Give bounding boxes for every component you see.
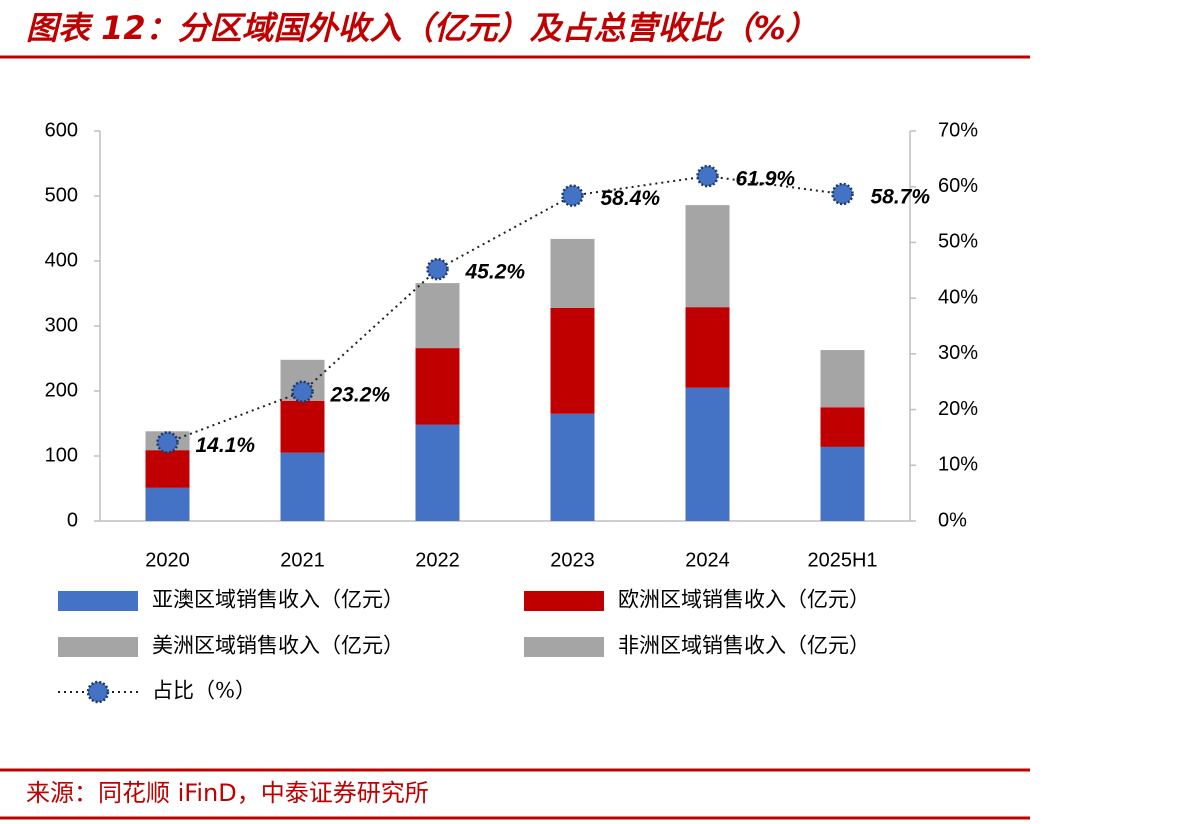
- legend-marker: [86, 680, 110, 704]
- legend-label: 欧洲区域销售收入（亿元）: [618, 588, 870, 612]
- y-tick-label: 200: [45, 379, 78, 401]
- bar: [685, 307, 730, 388]
- bar: [415, 424, 460, 521]
- legend-swatch: [58, 591, 138, 611]
- x-tick-label: 2022: [415, 549, 460, 571]
- legend-label: 美洲区域销售收入（亿元）: [152, 634, 404, 658]
- data-label: 58.7%: [871, 186, 931, 209]
- line-marker: [426, 257, 449, 281]
- bar: [820, 350, 865, 408]
- legend-label: 亚澳区域销售收入（亿元）: [152, 588, 404, 612]
- x-tick-label: 2025H1: [807, 549, 877, 571]
- bar: [550, 238, 595, 308]
- y-tick-label: 300: [45, 314, 78, 336]
- bar: [415, 348, 460, 425]
- y2-tick-label: 40%: [938, 286, 978, 308]
- bar: [820, 446, 865, 521]
- y-tick-label: 100: [45, 444, 78, 466]
- line-marker: [291, 380, 314, 403]
- chart-title: 图表 12：分区域国外收入（亿元）及占总营收比（%）: [26, 9, 818, 47]
- line-marker: [561, 184, 584, 207]
- x-tick-label: 2020: [145, 549, 190, 571]
- x-tick-label: 2024: [685, 549, 730, 571]
- y2-tick-label: 50%: [938, 231, 978, 253]
- y-tick-label: 500: [45, 184, 78, 206]
- y2-tick-label: 70%: [938, 119, 978, 141]
- bar: [280, 452, 325, 521]
- x-tick-label: 2023: [550, 549, 595, 571]
- legend-swatch: [58, 637, 138, 657]
- y-tick-label: 0: [67, 509, 78, 531]
- y-tick-label: 600: [45, 119, 78, 141]
- source: 来源：同花顺 iFinD，中泰证券研究所: [26, 779, 429, 807]
- y2-tick-label: 30%: [938, 342, 978, 364]
- bar: [685, 387, 730, 521]
- y-tick-label: 400: [45, 249, 78, 271]
- x-tick-label: 2021: [280, 549, 325, 571]
- legend-label: 非洲区域销售收入（亿元）: [618, 634, 870, 658]
- line: [167, 175, 843, 444]
- line-marker: [831, 182, 854, 206]
- bar: [145, 450, 190, 488]
- y2-tick-label: 20%: [938, 398, 978, 420]
- line-marker: [696, 164, 719, 188]
- data-label: 14.1%: [196, 434, 256, 457]
- data-label: 61.9%: [736, 168, 796, 191]
- y2-tick-label: 60%: [938, 175, 978, 197]
- data-label: 23.2%: [330, 383, 391, 406]
- bar: [280, 400, 325, 453]
- bar: [415, 283, 460, 349]
- legend-label: 占比（%）: [152, 679, 256, 703]
- legend-swatch: [524, 637, 604, 657]
- line-marker: [156, 431, 179, 454]
- legend-swatch: [524, 591, 604, 611]
- bar: [685, 205, 730, 308]
- y2-tick-label: 0%: [938, 509, 967, 531]
- bar: [145, 487, 190, 521]
- y2-tick-label: 10%: [938, 454, 978, 476]
- data-label: 45.2%: [465, 261, 526, 284]
- bar: [820, 407, 865, 447]
- bar: [550, 307, 595, 414]
- bar: [550, 413, 595, 521]
- data-label: 58.4%: [601, 187, 661, 210]
